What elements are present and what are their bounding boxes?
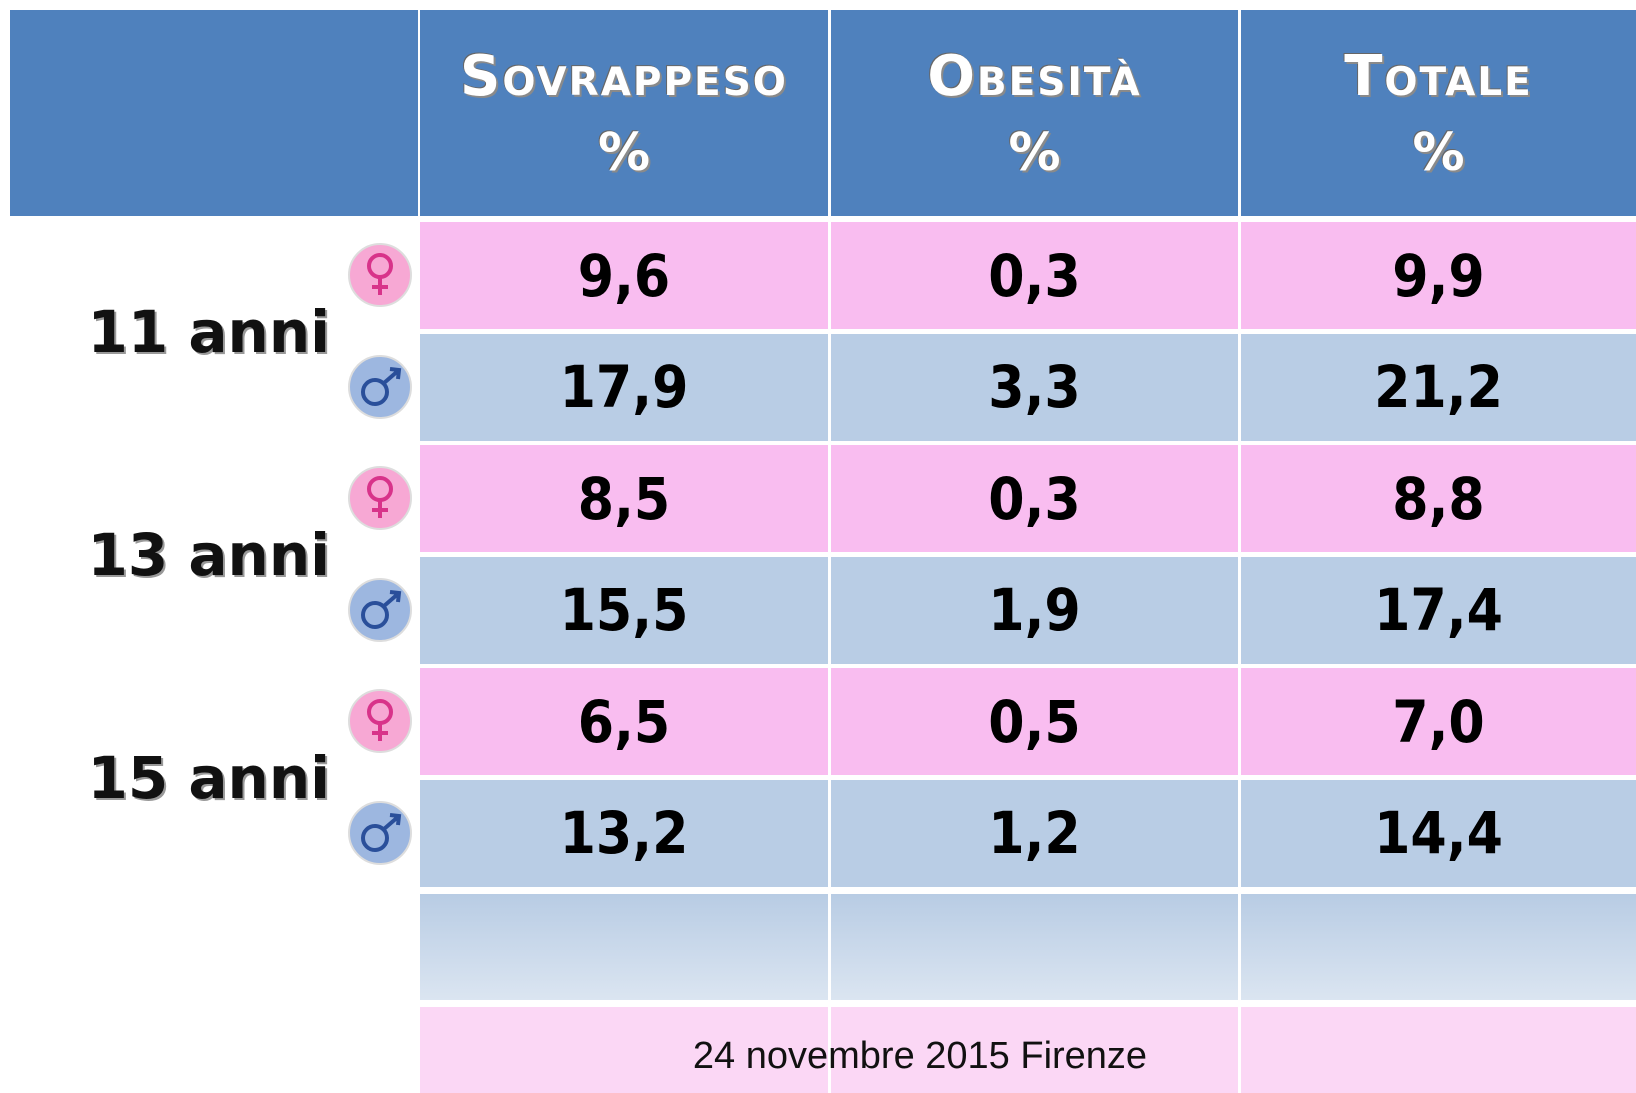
table-cell: 0,5 bbox=[831, 668, 1238, 775]
table-cell: 8,5 bbox=[420, 445, 828, 552]
header-blank bbox=[10, 10, 418, 216]
empty-cell bbox=[1241, 1007, 1636, 1093]
column-label: Totale bbox=[1344, 43, 1533, 109]
column-label: Obesità bbox=[927, 43, 1142, 109]
table-cell: 7,0 bbox=[1241, 668, 1636, 775]
table-cell: 8,8 bbox=[1241, 445, 1636, 552]
column-unit: % bbox=[1412, 122, 1465, 183]
footer: 24 novembre 2015 Firenze bbox=[692, 1035, 1148, 1077]
female-icon bbox=[348, 689, 412, 753]
row-group-label: 13 anni bbox=[87, 521, 330, 589]
table-cell: 3,3 bbox=[831, 333, 1238, 441]
empty-cell bbox=[1241, 894, 1636, 1000]
column-header: Totale% bbox=[1241, 10, 1636, 216]
table-cell: 6,5 bbox=[420, 668, 828, 775]
male-icon bbox=[348, 800, 412, 865]
table-cell: 9,6 bbox=[420, 222, 828, 329]
table-cell: 0,3 bbox=[831, 222, 1238, 329]
table-cell: 17,9 bbox=[420, 333, 828, 441]
column-header: Sovrappeso% bbox=[420, 10, 828, 216]
empty-cell bbox=[831, 1007, 1238, 1093]
table-cell: 15,5 bbox=[420, 556, 828, 664]
empty-cell bbox=[831, 894, 1238, 1000]
female-icon bbox=[348, 466, 412, 530]
column-label: Sovrappeso bbox=[460, 43, 788, 109]
male-icon bbox=[348, 577, 412, 642]
table-cell: 0,3 bbox=[831, 445, 1238, 552]
female-icon bbox=[348, 243, 412, 307]
row-group-label: 11 anni bbox=[87, 298, 330, 366]
male-icon bbox=[348, 354, 412, 419]
table-cell: 13,2 bbox=[420, 779, 828, 887]
table-cell: 1,2 bbox=[831, 779, 1238, 887]
column-header: Obesità% bbox=[831, 10, 1238, 216]
column-unit: % bbox=[1008, 122, 1061, 183]
table-cell: 21,2 bbox=[1241, 333, 1636, 441]
table-cell: 17,4 bbox=[1241, 556, 1636, 664]
table-cell: 1,9 bbox=[831, 556, 1238, 664]
empty-cell bbox=[420, 1007, 828, 1093]
column-unit: % bbox=[597, 122, 651, 183]
empty-cell bbox=[420, 894, 828, 1000]
table-cell: 14,4 bbox=[1241, 779, 1636, 887]
table-cell: 9,9 bbox=[1241, 222, 1636, 329]
row-group-label: 15 anni bbox=[87, 744, 330, 812]
